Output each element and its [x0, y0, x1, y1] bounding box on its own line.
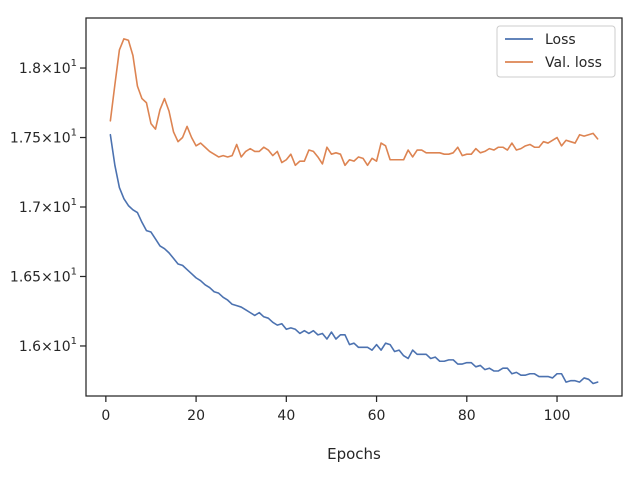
y-tick-mantissa: 1.75×10 [10, 131, 71, 147]
series-layer [109, 38, 599, 385]
y-tick-exponent: 1 [71, 58, 77, 69]
legend-label: Val. loss [545, 55, 602, 71]
y-tick-label: 1.8×101 [19, 58, 77, 77]
series-line-val-loss [109, 38, 599, 167]
y-tick-label: 1.65×101 [10, 266, 77, 285]
x-axis: 0 20 40 60 80 100 [101, 396, 570, 424]
x-axis-label: Epochs [327, 445, 381, 463]
legend-label: Loss [545, 32, 576, 48]
x-tick-label: 60 [368, 408, 386, 424]
x-tick-label: 0 [101, 408, 110, 424]
y-tick-label: 1.6×101 [19, 336, 77, 355]
y-tick-exponent: 1 [71, 336, 77, 347]
x-tick-label: 40 [277, 408, 295, 424]
series-line-loss [109, 133, 599, 385]
y-tick-label: 1.7×101 [19, 197, 77, 216]
y-tick-mantissa: 1.6×10 [19, 339, 71, 355]
y-tick-exponent: 1 [71, 128, 77, 139]
y-tick-label: 1.75×101 [10, 128, 77, 147]
y-tick-exponent: 1 [71, 266, 77, 277]
y-tick-mantissa: 1.65×10 [10, 269, 71, 285]
x-tick-label: 20 [187, 408, 205, 424]
y-tick-mantissa: 1.8×10 [19, 61, 71, 77]
legend: Loss Val. loss [496, 25, 616, 78]
x-tick-label: 100 [544, 408, 571, 424]
y-tick-exponent: 1 [71, 197, 77, 208]
x-tick-label: 80 [458, 408, 476, 424]
y-tick-mantissa: 1.7×10 [19, 200, 71, 216]
